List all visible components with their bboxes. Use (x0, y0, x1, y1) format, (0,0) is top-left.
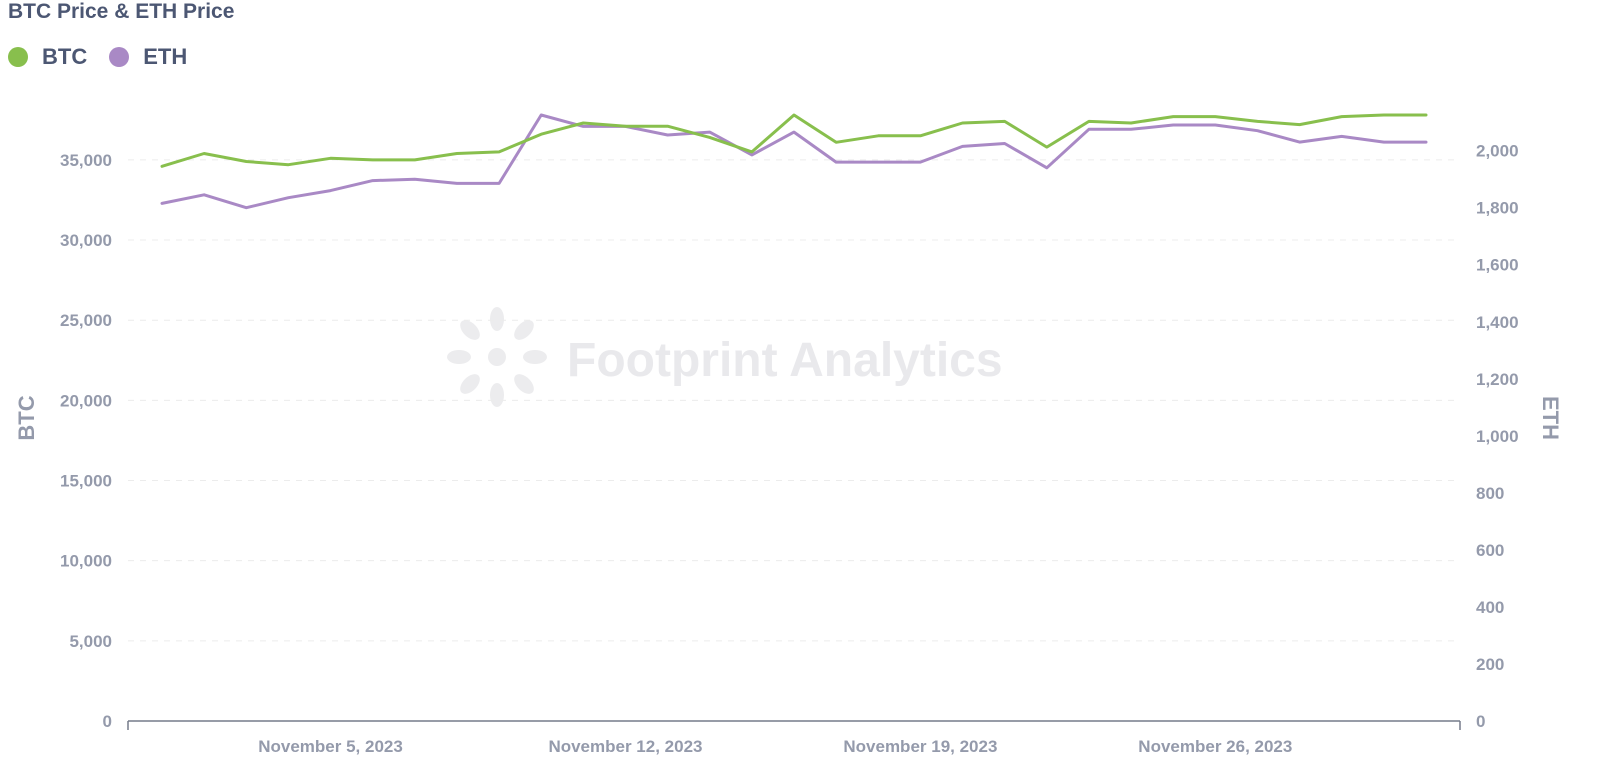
y-right-tick-label: 1,800 (1476, 199, 1519, 218)
y-left-tick-label: 35,000 (60, 151, 112, 170)
y-left-tick-label: 0 (103, 712, 112, 731)
x-tick-label: November 5, 2023 (258, 737, 403, 756)
x-tick-label: November 26, 2023 (1138, 737, 1292, 756)
series-line-btc (160, 113, 1428, 168)
y-left-tick-label: 10,000 (60, 552, 112, 571)
y-left-tick-label: 15,000 (60, 472, 112, 491)
watermark-center (488, 348, 506, 366)
y-left-tick-label: 5,000 (69, 632, 112, 651)
x-axis: November 5, 2023 November 12, 2023 Novembe… (127, 720, 1461, 756)
watermark-petal (514, 320, 534, 340)
y-left-tick-label: 30,000 (60, 231, 112, 250)
series-lines (160, 113, 1428, 210)
y-right-tick-label: 400 (1476, 598, 1504, 617)
legend-label-btc: BTC (42, 44, 88, 69)
y-left-tick-label: 20,000 (60, 391, 112, 410)
y-left-tick-label: 25,000 (60, 311, 112, 330)
watermark-petal (447, 350, 471, 364)
legend-swatch-eth (109, 47, 130, 67)
watermark-petal (460, 374, 480, 394)
x-tick-label: November 12, 2023 (548, 737, 702, 756)
legend-item-btc[interactable]: BTC (8, 44, 87, 70)
watermark-petal (490, 307, 504, 331)
y-right-tick-label: 1,000 (1476, 427, 1519, 446)
y-right-tick-label: 1,200 (1476, 370, 1519, 389)
y-right-tick-label: 1,400 (1476, 313, 1519, 332)
chart-title: BTC Price & ETH Price (8, 0, 235, 23)
gridlines (128, 159, 1460, 642)
y-right-tick-label: 0 (1476, 712, 1485, 731)
watermark-petal (490, 383, 504, 407)
y-right-tick-label: 2,000 (1476, 142, 1519, 161)
y-axis-right-title: ETH (1538, 396, 1563, 440)
y-right-tick-label: 1,600 (1476, 256, 1519, 275)
legend-swatch-btc (8, 47, 28, 67)
watermark-petal (523, 350, 547, 364)
watermark-petal (514, 374, 534, 394)
watermark-text: Footprint Analytics (567, 334, 1003, 387)
y-axis-left-title: BTC (14, 395, 39, 440)
y-right-tick-label: 800 (1476, 484, 1504, 503)
series-line-eth (160, 113, 1428, 210)
y-axis-left: 0 5,000 10,000 15,000 20,000 25,000 30,000 35,0… (60, 151, 112, 731)
legend-label-eth: ETH (143, 44, 188, 69)
legend: BTC ETH (8, 44, 209, 70)
y-axis-right: 0 200 400 600 800 1,000 1,200 1,400 1,600 1,800 2,… (1476, 142, 1519, 731)
watermark: Footprint Analytics (447, 307, 1003, 407)
watermark-petal (460, 320, 480, 340)
x-tick-label: November 19, 2023 (843, 737, 997, 756)
y-right-tick-label: 600 (1476, 541, 1504, 560)
y-right-tick-label: 200 (1476, 655, 1504, 674)
legend-item-eth[interactable]: ETH (109, 44, 187, 70)
